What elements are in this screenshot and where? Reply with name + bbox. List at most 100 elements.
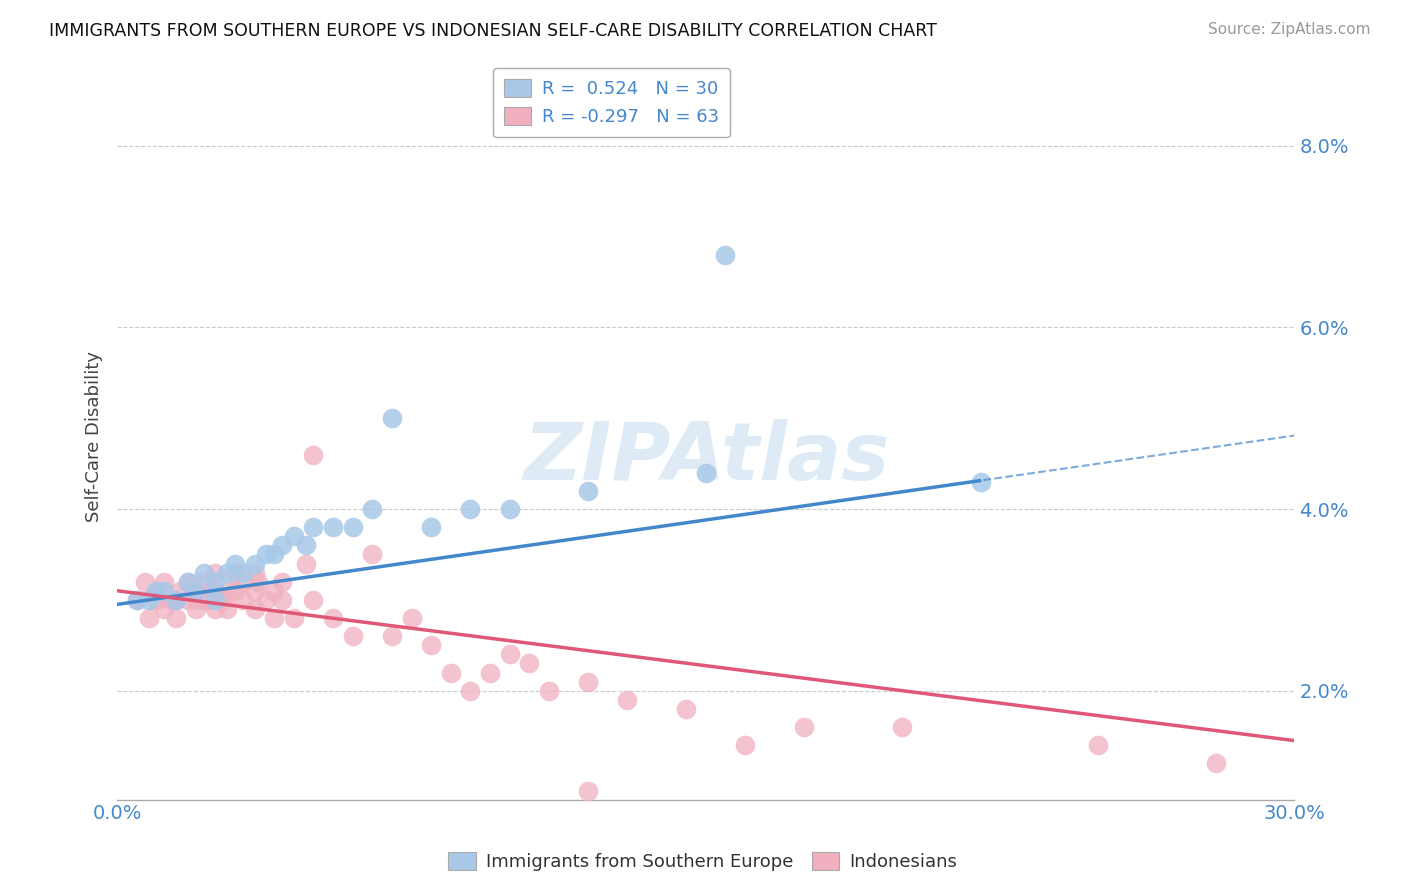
Point (138, 611, 160, 625)
Point (342, 520, 364, 534)
Point (184, 592, 207, 607)
Point (969, 475, 991, 489)
Point (322, 520, 344, 534)
Point (204, 583, 226, 598)
Point (224, 557, 246, 571)
Point (243, 583, 266, 598)
Point (263, 611, 285, 625)
Point (232, 592, 254, 607)
Point (537, 683, 560, 698)
Point (247, 574, 270, 589)
Point (243, 557, 266, 571)
Y-axis label: Self-Care Disability: Self-Care Disability (86, 351, 103, 522)
Point (134, 574, 156, 589)
Point (401, 611, 423, 625)
Point (232, 574, 254, 589)
Point (302, 448, 325, 462)
Point (184, 602, 207, 616)
Point (263, 583, 285, 598)
Point (153, 583, 176, 598)
Point (125, 592, 148, 607)
Point (165, 611, 187, 625)
Point (381, 629, 404, 643)
Point (576, 483, 599, 498)
Point (695, 466, 717, 480)
Point (193, 566, 215, 580)
Legend: Immigrants from Southern Europe, Indonesians: Immigrants from Southern Europe, Indones… (441, 845, 965, 879)
Point (224, 583, 246, 598)
Legend: R =  0.524   N = 30, R = -0.297   N = 63: R = 0.524 N = 30, R = -0.297 N = 63 (494, 68, 730, 137)
Point (215, 566, 238, 580)
Point (243, 566, 266, 580)
Point (193, 574, 215, 589)
Point (891, 720, 914, 734)
Point (254, 592, 277, 607)
Point (271, 538, 294, 552)
Point (177, 592, 200, 607)
Point (153, 602, 176, 616)
Point (224, 566, 246, 580)
Point (153, 574, 176, 589)
Point (125, 592, 148, 607)
Point (212, 592, 235, 607)
Point (254, 548, 277, 562)
Point (165, 592, 187, 607)
Point (184, 583, 207, 598)
Point (204, 592, 226, 607)
Point (616, 692, 638, 706)
Text: IMMIGRANTS FROM SOUTHERN EUROPE VS INDONESIAN SELF-CARE DISABILITY CORRELATION C: IMMIGRANTS FROM SOUTHERN EUROPE VS INDON… (49, 22, 936, 40)
Point (263, 548, 285, 562)
Point (714, 248, 737, 262)
Point (361, 502, 384, 516)
Point (420, 520, 443, 534)
Point (145, 583, 167, 598)
Point (479, 665, 502, 680)
Point (160, 592, 183, 607)
Point (576, 783, 599, 797)
Point (675, 702, 697, 716)
Point (177, 574, 200, 589)
Point (793, 720, 815, 734)
Point (169, 583, 191, 598)
Point (1087, 738, 1109, 752)
Point (197, 592, 219, 607)
Point (342, 629, 364, 643)
Point (381, 411, 404, 425)
Point (460, 683, 482, 698)
Point (138, 592, 160, 607)
Point (734, 738, 756, 752)
Point (517, 657, 540, 671)
Point (498, 502, 520, 516)
Point (215, 602, 238, 616)
Text: Source: ZipAtlas.com: Source: ZipAtlas.com (1208, 22, 1371, 37)
Point (271, 574, 294, 589)
Point (302, 520, 325, 534)
Point (460, 502, 482, 516)
Point (498, 648, 520, 662)
Point (204, 602, 226, 616)
Point (204, 574, 226, 589)
Point (420, 638, 443, 652)
Point (145, 592, 167, 607)
Point (271, 592, 294, 607)
Point (302, 592, 325, 607)
Point (440, 665, 463, 680)
Point (177, 574, 200, 589)
Point (145, 583, 167, 598)
Point (576, 674, 599, 689)
Point (322, 611, 344, 625)
Point (184, 583, 207, 598)
Point (283, 529, 305, 543)
Point (361, 548, 384, 562)
Point (243, 602, 266, 616)
Point (294, 557, 316, 571)
Text: ZIPAtlas: ZIPAtlas (523, 419, 889, 497)
Point (165, 592, 187, 607)
Point (232, 566, 254, 580)
Point (193, 592, 215, 607)
Point (1205, 756, 1227, 771)
Point (294, 538, 316, 552)
Point (215, 583, 238, 598)
Point (204, 566, 226, 580)
Point (200, 583, 222, 598)
